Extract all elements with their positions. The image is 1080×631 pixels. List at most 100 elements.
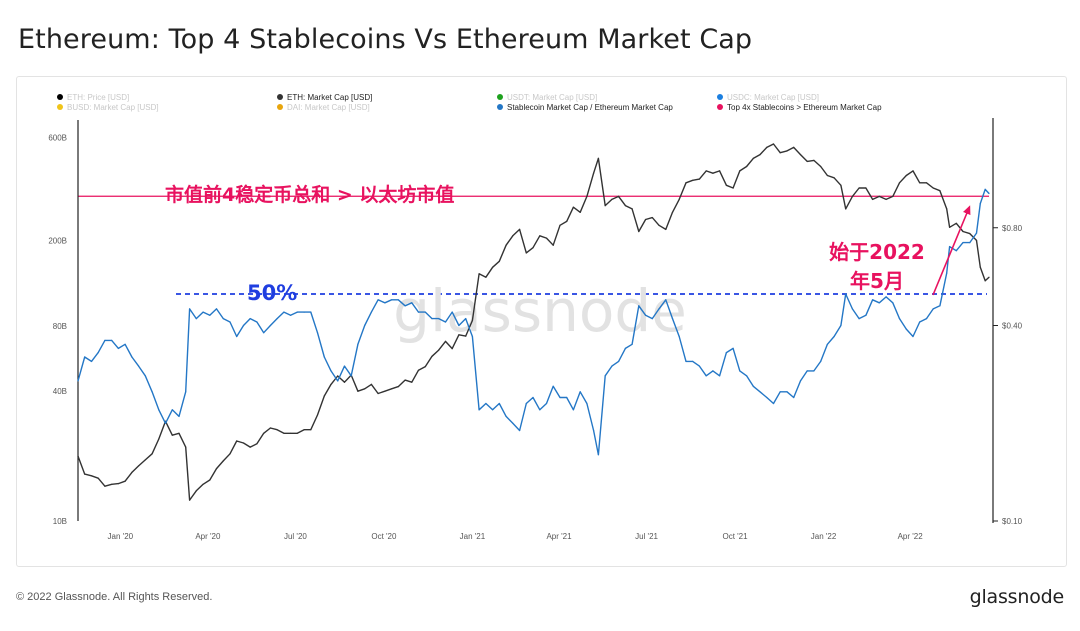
eth-market-cap-point xyxy=(323,395,325,397)
stablecoin-ratio-point xyxy=(171,409,173,411)
chart-title: Ethereum: Top 4 Stablecoins Vs Ethereum … xyxy=(18,24,753,55)
stablecoin-ratio-point xyxy=(962,242,964,244)
eth-market-cap-point xyxy=(813,159,815,161)
x-axis-tick-label: Apr '21 xyxy=(546,532,572,541)
eth-market-cap-point xyxy=(283,432,285,434)
left-axis-tick-label: 10B xyxy=(53,517,67,526)
stablecoin-ratio-point xyxy=(658,308,660,310)
stablecoin-ratio-point xyxy=(117,347,119,349)
stablecoin-ratio-point xyxy=(969,242,971,244)
annotation-50-percent-label: 50% xyxy=(247,281,297,305)
stablecoin-ratio-point xyxy=(364,324,366,327)
legend-item-dai-market-cap[interactable]: DAI: Market Cap [USD] xyxy=(277,103,370,113)
stablecoin-ratio-point xyxy=(242,324,245,327)
eth-market-cap-point xyxy=(865,187,867,189)
stablecoin-ratio-point xyxy=(478,409,480,411)
eth-market-cap-point xyxy=(532,247,534,249)
stablecoin-ratio-point xyxy=(597,454,600,456)
eth-market-cap-point xyxy=(698,178,701,180)
eth-market-cap-point xyxy=(872,198,874,200)
eth-market-cap-point xyxy=(799,154,802,156)
eth-market-cap-point xyxy=(624,205,627,207)
stablecoin-ratio-point xyxy=(559,396,561,399)
stablecoin-ratio-point xyxy=(651,318,653,320)
stablecoin-ratio-point xyxy=(719,375,721,377)
stablecoin-ratio-point xyxy=(919,321,921,323)
eth-market-cap-point xyxy=(806,160,808,162)
eth-market-cap-point xyxy=(833,177,835,179)
eth-market-cap-point xyxy=(316,414,319,416)
eth-market-cap-point xyxy=(171,434,173,436)
legend-dot-icon xyxy=(277,104,283,110)
stablecoin-ratio-point xyxy=(330,370,332,372)
eth-market-cap-point xyxy=(539,235,541,237)
stablecoin-ratio-point xyxy=(813,370,815,372)
stablecoin-ratio-point xyxy=(444,321,447,323)
stablecoin-ratio-point xyxy=(138,365,140,367)
eth-market-cap-point xyxy=(665,228,667,230)
legend-item-eth-price[interactable]: ETH: Price [USD] xyxy=(57,93,129,103)
eth-market-cap-point xyxy=(343,381,346,383)
eth-market-cap-point xyxy=(969,233,971,235)
stablecoin-ratio-point xyxy=(638,305,640,307)
eth-market-cap-point xyxy=(431,355,433,357)
legend-item-top4-threshold[interactable]: Top 4x Stablecoins > Ethereum Market Cap xyxy=(717,103,882,113)
eth-market-cap-point xyxy=(492,266,494,268)
footer-logo[interactable]: glassnode xyxy=(969,586,1065,608)
eth-market-cap-point xyxy=(949,226,951,228)
eth-market-cap-point xyxy=(975,239,978,241)
legend: ETH: Price [USD] ETH: Market Cap [USD] U… xyxy=(17,77,1066,117)
stablecoin-ratio-point xyxy=(90,360,93,362)
stablecoin-ratio-point xyxy=(391,299,393,301)
stablecoin-ratio-point xyxy=(851,308,854,310)
stablecoin-ratio-point xyxy=(505,415,507,417)
eth-market-cap-point xyxy=(579,211,581,213)
stablecoin-ratio-point xyxy=(215,308,218,310)
legend-item-stablecoin-ratio[interactable]: Stablecoin Market Cap / Ethereum Market … xyxy=(497,103,673,113)
legend-dot-icon xyxy=(717,104,723,110)
eth-market-cap-point xyxy=(97,477,99,479)
stablecoin-ratio-point xyxy=(209,314,211,316)
stablecoin-ratio-point xyxy=(185,391,187,393)
chart-panel: ETH: Price [USD] ETH: Market Cap [USD] U… xyxy=(16,76,1067,567)
stablecoin-ratio-point xyxy=(222,318,224,320)
stablecoin-ratio-point xyxy=(104,339,106,341)
stablecoin-ratio-point xyxy=(337,380,339,382)
legend-item-eth-market-cap[interactable]: ETH: Market Cap [USD] xyxy=(277,93,372,103)
eth-market-cap-point xyxy=(820,165,822,168)
eth-market-cap-point xyxy=(826,174,829,177)
annotation-top4-exceeds-label: 市值前4稳定币总和 > 以太坊市值 xyxy=(165,183,454,206)
eth-market-cap-point xyxy=(746,165,748,168)
stablecoin-ratio-point xyxy=(984,188,986,190)
stablecoin-ratio-point xyxy=(131,356,133,358)
legend-item-usdt-market-cap[interactable]: USDT: Market Cap [USD] xyxy=(497,93,597,103)
stablecoin-ratio-point xyxy=(290,314,292,316)
legend-item-usdc-market-cap[interactable]: USDC: Market Cap [USD] xyxy=(717,93,819,103)
eth-market-cap-point xyxy=(779,152,781,154)
legend-dot-icon xyxy=(497,94,503,100)
eth-market-cap-point xyxy=(505,244,507,246)
stablecoin-ratio-point xyxy=(705,375,707,377)
stablecoin-ratio-point xyxy=(357,343,359,345)
eth-market-cap-point xyxy=(638,230,640,233)
stablecoin-ratio-point xyxy=(189,308,191,310)
stablecoin-ratio-point xyxy=(898,318,901,320)
stablecoin-ratio-point xyxy=(431,318,433,320)
grid-layer xyxy=(78,195,989,295)
eth-market-cap-point xyxy=(364,388,366,390)
eth-market-cap-point xyxy=(566,220,568,222)
annotation-since-label-line2: 年5月 xyxy=(850,269,904,293)
stablecoin-ratio-point xyxy=(772,402,775,405)
eth-market-cap-point xyxy=(898,182,901,184)
legend-item-busd-market-cap[interactable]: BUSD: Market Cap [USD] xyxy=(57,103,159,113)
annotation-layer: 市值前4稳定币总和 > 以太坊市值 50% 始于2022 年5月 xyxy=(165,183,971,305)
stablecoin-ratio-point xyxy=(665,299,667,301)
legend-dot-icon xyxy=(497,104,503,110)
eth-market-cap-point xyxy=(296,432,298,434)
stablecoin-ratio-point xyxy=(195,318,197,320)
legend-dot-icon xyxy=(277,94,283,100)
eth-market-cap-point xyxy=(885,198,887,200)
stablecoin-ratio-point xyxy=(820,360,822,362)
stablecoin-ratio-point xyxy=(552,385,554,387)
stablecoin-ratio-point xyxy=(725,352,728,354)
